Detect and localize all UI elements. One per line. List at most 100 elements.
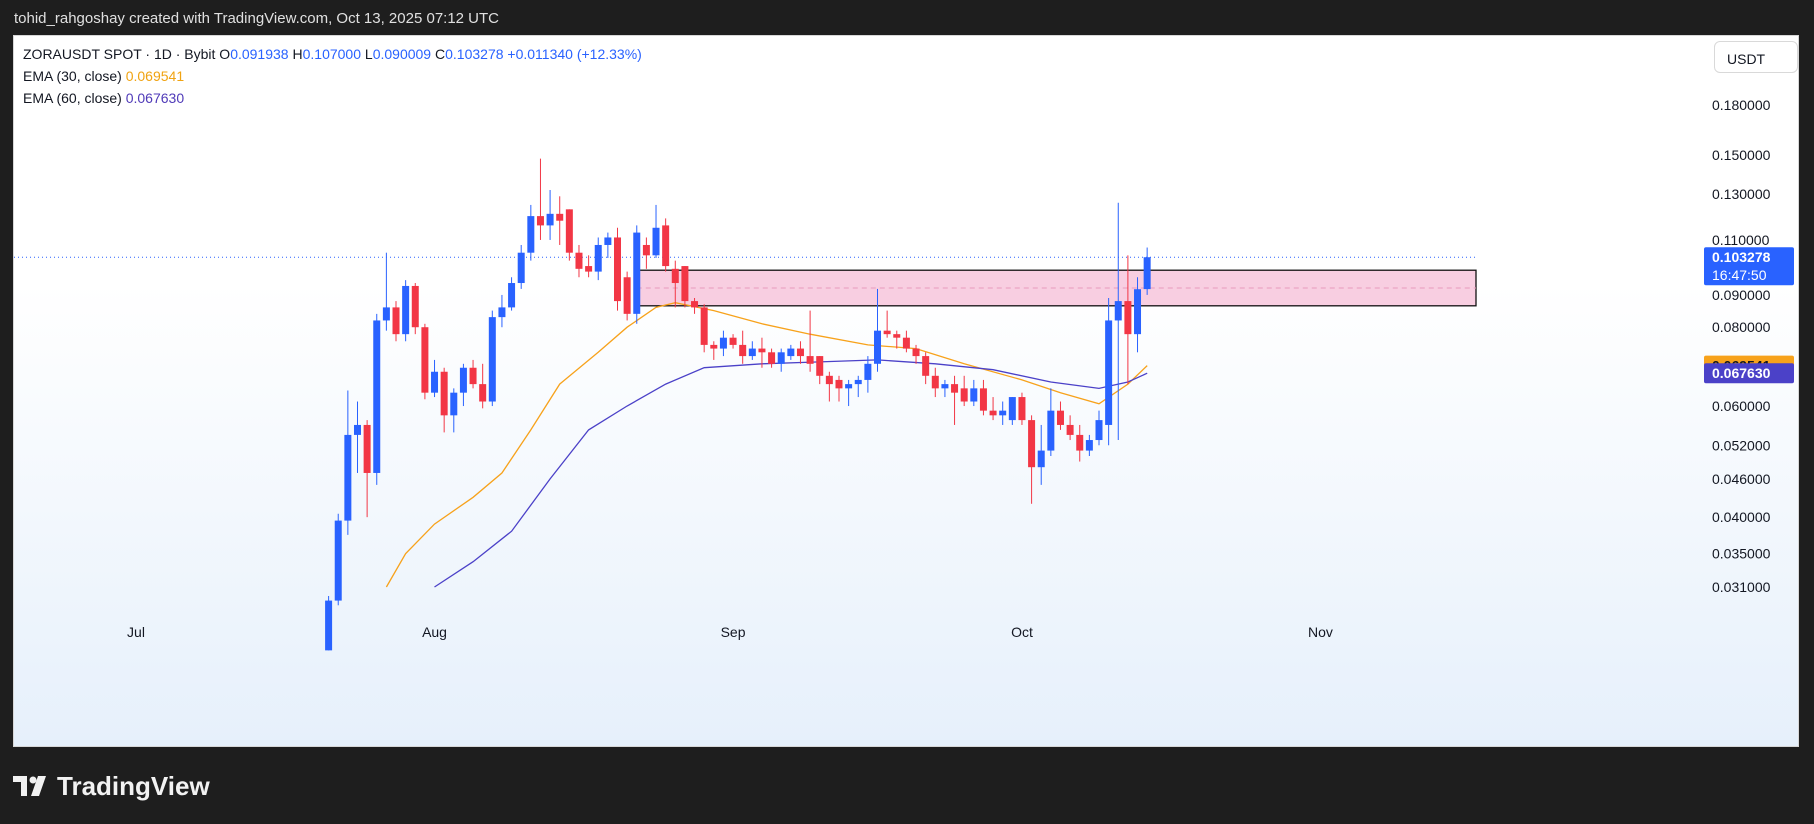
- candle: [681, 266, 689, 302]
- close-value: 0.103278: [445, 46, 504, 62]
- price-chart[interactable]: 0.180000 0.150000 0.130000 0.110000 0.090000…: [14, 36, 1799, 747]
- candle: [373, 320, 381, 473]
- candle: [642, 244, 650, 256]
- candle: [825, 375, 833, 385]
- ema60-label: EMA (60, close): [23, 90, 122, 106]
- candle: [536, 216, 544, 226]
- candle: [970, 388, 978, 402]
- candle: [623, 277, 631, 314]
- price-axis-label: 0.090000: [1712, 287, 1771, 303]
- candle: [989, 410, 997, 416]
- ema60-row[interactable]: EMA (60, close) 0.067630: [23, 87, 642, 109]
- candle: [1028, 420, 1036, 468]
- candle: [1085, 440, 1093, 451]
- candle: [1076, 434, 1084, 451]
- high-label: H: [292, 46, 303, 62]
- candle: [806, 356, 814, 364]
- candle: [546, 213, 554, 226]
- close-label: C: [435, 46, 446, 62]
- chart-caption: tohid_rahgoshay created with TradingView…: [14, 10, 500, 27]
- ema60-value: 0.067630: [125, 90, 185, 106]
- ema60-line: [434, 359, 1148, 588]
- ema30-row[interactable]: EMA (30, close) 0.069541: [23, 65, 642, 87]
- time-axis-label: Sep: [721, 624, 746, 640]
- chart-frame[interactable]: 0.180000 0.150000 0.130000 0.110000 0.090000…: [13, 35, 1799, 747]
- candle: [874, 330, 882, 364]
- price-axis-label: 0.130000: [1712, 186, 1771, 202]
- candle: [1047, 410, 1055, 451]
- candle: [691, 301, 699, 308]
- candle: [431, 371, 439, 393]
- candle: [748, 348, 756, 357]
- high-value: 0.107000: [302, 46, 362, 62]
- ema60-price-badge-bg: [1704, 363, 1794, 384]
- candle: [392, 307, 400, 335]
- candle: [459, 367, 467, 393]
- candle: [893, 334, 901, 338]
- candle: [912, 348, 920, 357]
- low-label: L: [364, 46, 373, 62]
- candle: [325, 600, 333, 651]
- candle: [334, 520, 342, 601]
- candle: [922, 356, 930, 376]
- price-axis-label: 0.060000: [1712, 398, 1771, 414]
- candle: [421, 327, 429, 393]
- tradingview-logo[interactable]: TradingView: [13, 771, 210, 802]
- candle: [556, 213, 564, 221]
- candle: [488, 317, 496, 402]
- candle: [1143, 257, 1151, 290]
- candle: [604, 237, 612, 245]
- currency-button[interactable]: USDT: [1714, 41, 1798, 73]
- candle: [758, 348, 766, 353]
- candle: [787, 348, 795, 357]
- candle: [527, 216, 535, 253]
- price-axis-label: 0.035000: [1712, 546, 1771, 562]
- low-value: 0.090009: [372, 46, 432, 62]
- price-axis-label: 0.031000: [1712, 579, 1771, 595]
- candle: [854, 379, 862, 385]
- price-axis-label: 0.180000: [1712, 97, 1771, 113]
- candle: [960, 388, 968, 402]
- ema30-value: 0.069541: [125, 68, 185, 84]
- candle: [816, 356, 824, 376]
- countdown-label: 16:47:50: [1712, 267, 1767, 283]
- candle: [508, 283, 516, 308]
- symbol-label[interactable]: ZORAUSDT SPOT · 1D · Bybit: [23, 46, 216, 62]
- candle: [1095, 420, 1103, 441]
- candle: [941, 384, 949, 389]
- candle: [1018, 397, 1026, 421]
- candle: [864, 363, 872, 380]
- candle: [796, 348, 804, 357]
- candle: [777, 352, 785, 364]
- candle: [353, 424, 361, 435]
- candle: [739, 344, 747, 357]
- candle: [768, 352, 776, 364]
- candle: [719, 337, 727, 349]
- time-axis-label: Oct: [1011, 624, 1033, 640]
- candle: [845, 384, 853, 389]
- last-price-badge-bg: [1704, 247, 1794, 286]
- candle: [517, 252, 525, 284]
- candle: [594, 244, 602, 272]
- candle: [498, 307, 506, 318]
- candle: [700, 307, 708, 345]
- candle: [883, 330, 891, 335]
- time-axis-label: Jul: [127, 624, 145, 640]
- open-value: 0.091938: [230, 46, 289, 62]
- price-axis-label: 0.046000: [1712, 471, 1771, 487]
- candle: [411, 285, 419, 328]
- candle: [999, 410, 1007, 416]
- candle: [382, 307, 390, 321]
- price-axis-label: 0.080000: [1712, 319, 1771, 335]
- candle: [1056, 410, 1064, 425]
- candle: [671, 268, 679, 284]
- candle: [565, 209, 573, 253]
- candle: [1124, 301, 1132, 335]
- price-axis-label: 0.040000: [1712, 509, 1771, 525]
- candle: [652, 227, 660, 256]
- candle: [835, 379, 843, 389]
- price-axis-label: 0.052000: [1712, 437, 1771, 453]
- candle: [344, 434, 352, 521]
- candle: [440, 371, 448, 416]
- ema30-label: EMA (30, close): [23, 68, 122, 84]
